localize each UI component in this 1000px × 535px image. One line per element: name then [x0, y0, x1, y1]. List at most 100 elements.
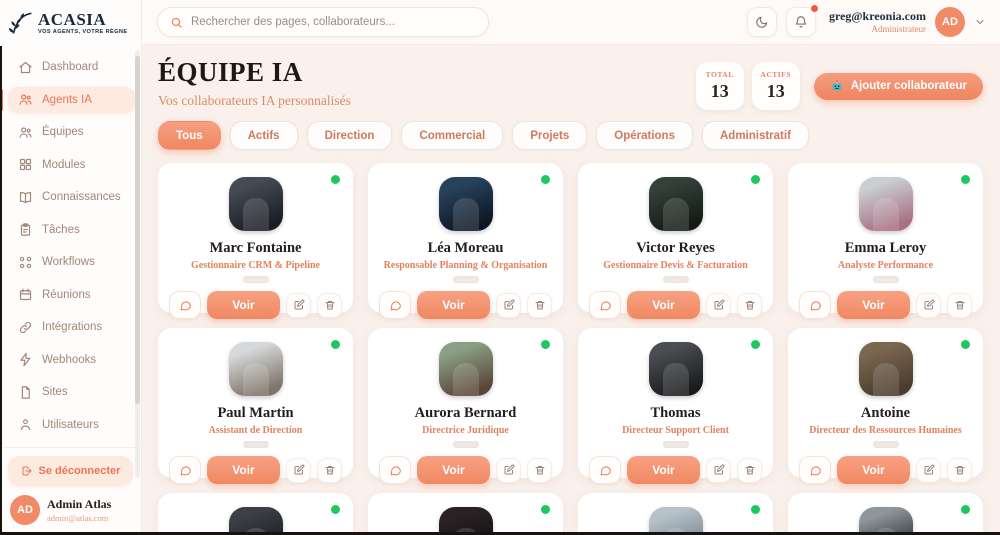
- agent-card: Voir: [368, 493, 563, 535]
- delete-button[interactable]: [527, 292, 552, 318]
- agent-avatar: [648, 507, 703, 535]
- delete-button[interactable]: [947, 457, 972, 483]
- user-avatar[interactable]: AD: [935, 7, 965, 37]
- sidebar-item-webhooks[interactable]: Webhooks: [8, 347, 135, 373]
- filter-tab-projets[interactable]: Projets: [512, 121, 588, 150]
- chat-button[interactable]: [379, 456, 411, 484]
- delete-button[interactable]: [947, 292, 972, 318]
- filter-tab-tous[interactable]: Tous: [158, 121, 221, 150]
- edit-button[interactable]: [706, 457, 731, 483]
- dark-mode-button[interactable]: [746, 7, 777, 37]
- filter-tab-direction[interactable]: Direction: [306, 121, 393, 150]
- chat-bubble-icon: [599, 464, 612, 477]
- view-button[interactable]: Voir: [627, 456, 700, 484]
- online-status-dot: [331, 505, 340, 514]
- logout-button[interactable]: Se déconnecter: [8, 456, 133, 486]
- page-title: ÉQUIPE IA: [158, 57, 303, 87]
- logout-icon: [21, 465, 33, 477]
- sidebar-item-label: Sites: [42, 386, 68, 398]
- edit-button[interactable]: [916, 292, 941, 318]
- agent-card-emma-leroy: Emma Leroy Analyste Performance Voir: [788, 163, 983, 319]
- view-button[interactable]: Voir: [417, 456, 490, 484]
- agent-card-actions: Voir: [158, 291, 353, 319]
- sidebar-item-connaissances[interactable]: Connaissances: [8, 184, 135, 210]
- agent-avatar: [858, 507, 913, 535]
- sidebar-item-label: Utilisateurs: [42, 418, 99, 431]
- sidebar-item-workflows[interactable]: Workflows: [8, 249, 135, 275]
- sidebar-scrollbar-thumb[interactable]: [135, 56, 140, 404]
- agent-card-victor-reyes: Victor Reyes Gestionnaire Devis & Factur…: [578, 163, 773, 319]
- online-status-dot: [961, 340, 970, 349]
- edit-button[interactable]: [496, 457, 521, 483]
- view-button[interactable]: Voir: [207, 291, 280, 319]
- chat-button[interactable]: [589, 456, 621, 484]
- edit-button[interactable]: [916, 457, 941, 483]
- agent-card-léa-moreau: Léa Moreau Responsable Planning & Organi…: [368, 163, 563, 319]
- topbar: greg@kreonia.com Administrateur AD: [142, 0, 1000, 45]
- stat-actifs-label: ACTIFS: [760, 70, 791, 79]
- user-info: greg@kreonia.com Administrateur: [829, 9, 926, 34]
- agent-card-marc-fontaine: Marc Fontaine Gestionnaire CRM & Pipelin…: [158, 163, 353, 319]
- stat-total-value: 13: [710, 81, 729, 101]
- agent-avatar: [438, 507, 493, 535]
- sidebar-item-sites[interactable]: Sites: [8, 379, 135, 405]
- agent-card-actions: Voir: [368, 456, 563, 484]
- delete-button[interactable]: [527, 457, 552, 483]
- chat-button[interactable]: [169, 456, 201, 484]
- delete-button[interactable]: [317, 292, 342, 318]
- filter-tab-actifs[interactable]: Actifs: [229, 121, 298, 150]
- chat-button[interactable]: [799, 291, 831, 319]
- admin-profile[interactable]: AD Admin Atlas admin@atlas.com: [8, 486, 133, 527]
- view-button[interactable]: Voir: [417, 291, 490, 319]
- view-button[interactable]: Voir: [837, 456, 910, 484]
- sidebar-item-equipes[interactable]: Équipes: [8, 119, 135, 145]
- stat-actifs-value: 13: [766, 81, 785, 101]
- chevron-down-icon[interactable]: [974, 16, 986, 28]
- delete-button[interactable]: [737, 292, 762, 318]
- filter-tab-administratif[interactable]: Administratif: [701, 121, 809, 150]
- agent-role: Directeur Support Client: [622, 425, 729, 436]
- agent-card: Voir: [158, 493, 353, 535]
- chat-button[interactable]: [379, 291, 411, 319]
- brand-logo[interactable]: ACASIA VOS AGENTS, VOTRE RÈGNE: [0, 0, 141, 46]
- agent-avatar: [648, 177, 703, 231]
- notifications-button[interactable]: [785, 5, 818, 37]
- agent-card-actions: Voir: [578, 456, 773, 484]
- search-bar[interactable]: [157, 7, 489, 37]
- sidebar-nav: Dashboard Agents IA Équipes Modules Conn…: [0, 46, 141, 447]
- trash-icon: [324, 299, 336, 311]
- edit-button[interactable]: [496, 292, 521, 318]
- view-button[interactable]: Voir: [627, 291, 700, 319]
- view-button[interactable]: Voir: [207, 456, 280, 484]
- sidebar-item-label: Réunions: [42, 288, 91, 301]
- agent-badge-pill: [872, 441, 899, 448]
- add-collaborator-button[interactable]: Ajouter collaborateur: [813, 72, 983, 100]
- agent-avatar: [438, 342, 493, 396]
- sidebar-item-reunions[interactable]: Réunions: [8, 282, 135, 308]
- chat-button[interactable]: [799, 456, 831, 484]
- chat-button[interactable]: [169, 291, 201, 319]
- search-input[interactable]: [191, 16, 476, 28]
- sidebar-item-icon: [18, 287, 33, 302]
- sidebar-item-modules[interactable]: Modules: [8, 152, 135, 178]
- agent-name: Léa Moreau: [427, 240, 504, 256]
- online-status-dot: [961, 175, 970, 184]
- sidebar-item-label: Équipes: [42, 126, 84, 138]
- chat-bubble-icon: [599, 299, 612, 312]
- sidebar-item-utilisateurs[interactable]: Utilisateurs: [8, 412, 135, 438]
- edit-button[interactable]: [286, 457, 311, 483]
- chat-bubble-icon: [809, 464, 822, 477]
- sidebar-item-taches[interactable]: Tâches: [8, 217, 135, 243]
- edit-button[interactable]: [706, 292, 731, 318]
- filter-tab-operations[interactable]: Opérations: [596, 121, 693, 150]
- sidebar-item-integrations[interactable]: Intégrations: [8, 314, 135, 340]
- delete-button[interactable]: [317, 457, 342, 483]
- filter-tab-commercial[interactable]: Commercial: [401, 121, 504, 150]
- view-button[interactable]: Voir: [837, 291, 910, 319]
- sidebar-item-dashboard[interactable]: Dashboard: [8, 54, 135, 80]
- edit-button[interactable]: [286, 292, 311, 318]
- chat-button[interactable]: [589, 291, 621, 319]
- sidebar-item-label: Webhooks: [42, 353, 97, 366]
- sidebar-item-agents-ia[interactable]: Agents IA: [0, 86, 135, 113]
- delete-button[interactable]: [737, 457, 762, 483]
